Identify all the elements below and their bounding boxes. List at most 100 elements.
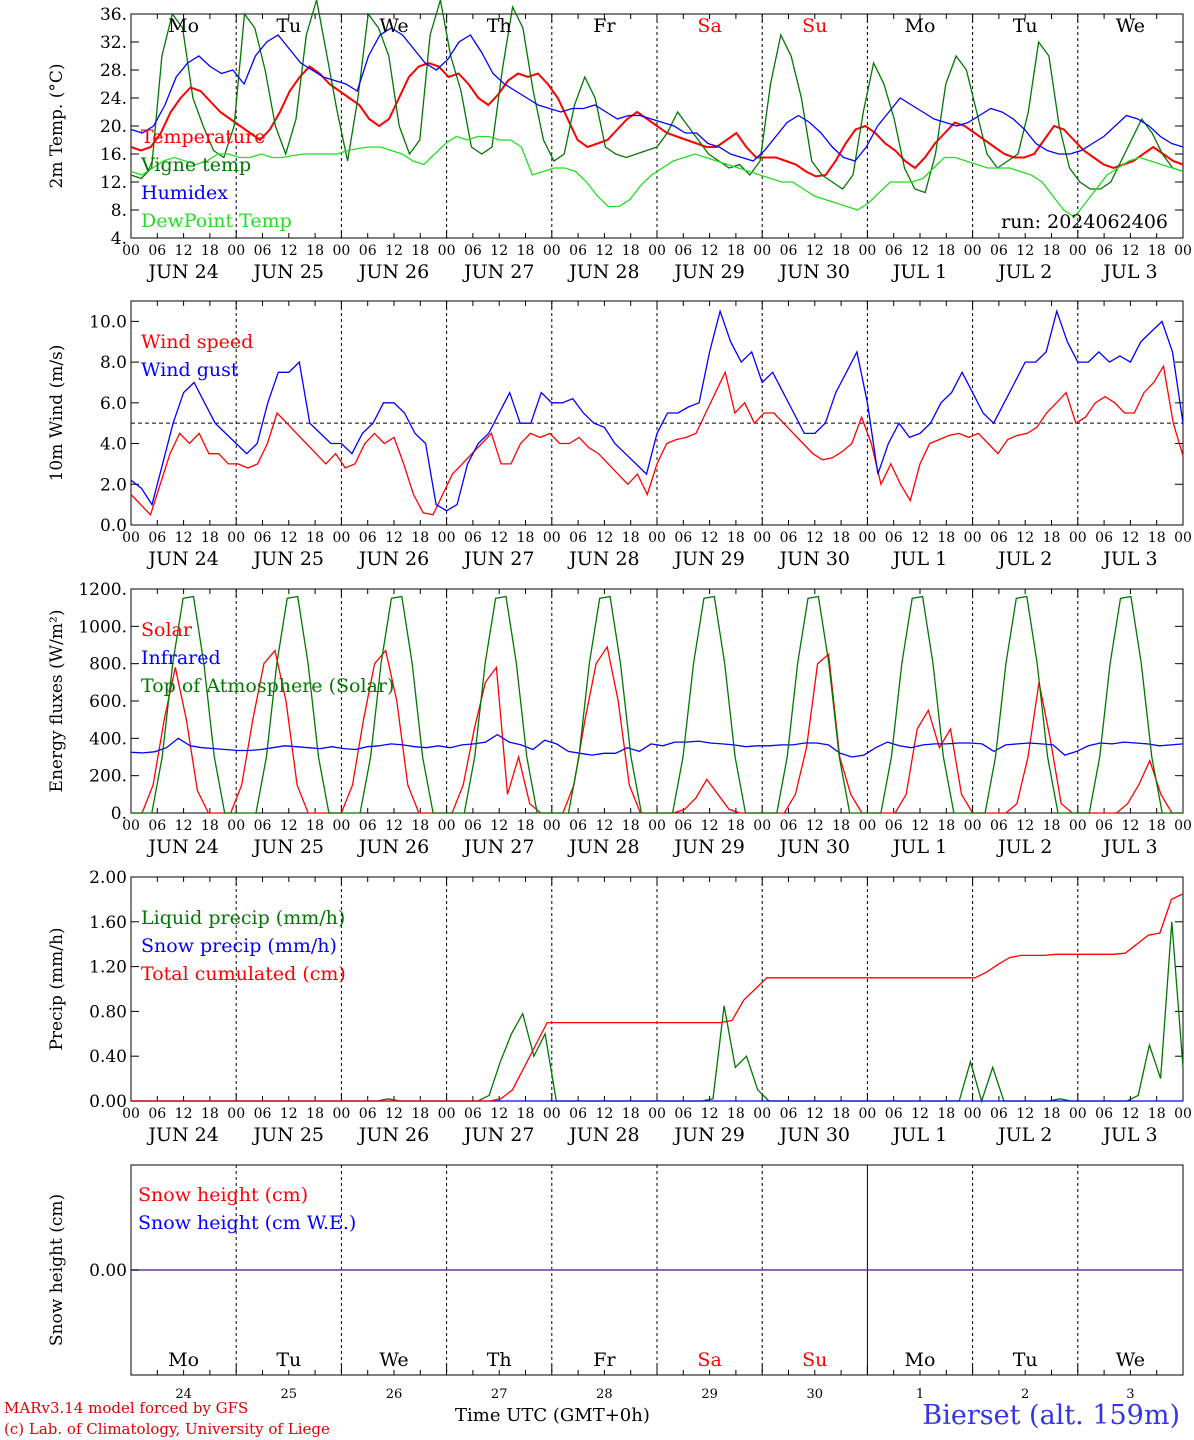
x-hour-label: 06 <box>780 818 798 834</box>
x-hour-label: 18 <box>517 530 535 546</box>
y-tick-label: 0.00 <box>89 1261 127 1281</box>
x-hour-label: 06 <box>254 818 272 834</box>
x-date-label: JUN 25 <box>252 261 324 283</box>
x-hour-label: 12 <box>1121 530 1139 546</box>
x-hour-label: 12 <box>806 243 824 259</box>
x-hour-label: 18 <box>1148 1106 1166 1122</box>
x-hour-label: 06 <box>148 243 166 259</box>
day-name: We <box>1116 1349 1145 1371</box>
x-hour-label: 18 <box>411 1106 429 1122</box>
x-hour-label: 06 <box>254 243 272 259</box>
legend-entry: Top of Atmosphere (Solar) <box>141 675 394 697</box>
y-tick-label: 0.0 <box>100 516 127 536</box>
x-hour-label: 00 <box>122 530 140 546</box>
x-hour-label: 00 <box>227 818 245 834</box>
y-tick-label: 20. <box>100 117 127 137</box>
x-hour-label: 00 <box>858 818 876 834</box>
x-date-label: JUN 28 <box>567 548 639 570</box>
x-date-label: JUN 30 <box>778 548 850 570</box>
day-number: 29 <box>701 1387 718 1400</box>
x-date-label: JUL 2 <box>996 261 1052 283</box>
y-tick-label: 800. <box>89 655 127 675</box>
x-hour-label: 18 <box>201 1106 219 1122</box>
x-date-label: JUL 3 <box>1101 836 1157 858</box>
x-date-label: JUN 27 <box>462 261 534 283</box>
credit-line-1: MARv3.14 model forced by GFS <box>4 1399 249 1417</box>
x-hour-label: 06 <box>1095 530 1113 546</box>
x-hour-label: 00 <box>858 1106 876 1122</box>
x-hour-label: 00 <box>858 530 876 546</box>
x-date-label: JUN 26 <box>357 548 429 570</box>
y-tick-label: 2.00 <box>89 868 127 888</box>
meteogram: 2m Temp. (°C)4.8.12.16.20.24.28.32.36.00… <box>47 0 1192 1400</box>
series-line-wind-speed <box>130 364 1184 517</box>
y-tick-label: 1000. <box>78 617 127 637</box>
x-hour-label: 00 <box>438 530 456 546</box>
x-hour-label: 00 <box>1174 1106 1192 1122</box>
x-hour-label: 18 <box>1148 530 1166 546</box>
y-tick-label: 1200. <box>78 580 127 600</box>
x-hour-label: 00 <box>1174 243 1192 259</box>
x-hour-label: 00 <box>1069 1106 1087 1122</box>
day-name: Fr <box>593 1349 616 1371</box>
x-date-label: JUN 24 <box>146 836 218 858</box>
day-name: Su <box>802 15 827 37</box>
legend-entry: DewPoint Temp <box>141 210 292 232</box>
x-hour-label: 12 <box>701 530 719 546</box>
x-date-label: JUL 2 <box>996 1124 1052 1146</box>
x-hour-label: 06 <box>569 1106 587 1122</box>
day-name: Sa <box>697 1349 721 1371</box>
x-date-label: JUN 30 <box>778 1124 850 1146</box>
x-hour-label: 00 <box>858 243 876 259</box>
x-hour-label: 06 <box>359 818 377 834</box>
day-number: 28 <box>596 1387 613 1400</box>
day-number: 3 <box>1126 1387 1134 1400</box>
x-hour-label: 06 <box>674 1106 692 1122</box>
x-hour-label: 00 <box>227 243 245 259</box>
y-tick-label: 200. <box>89 767 127 787</box>
x-hour-label: 06 <box>148 1106 166 1122</box>
legend-entry: Total cumulated (cm) <box>141 963 346 985</box>
x-hour-label: 12 <box>175 818 193 834</box>
y-tick-label: 32. <box>100 33 127 53</box>
x-hour-label: 06 <box>990 243 1008 259</box>
y-tick-label: 1.20 <box>89 958 127 978</box>
x-hour-label: 06 <box>148 818 166 834</box>
x-hour-label: 00 <box>1174 530 1192 546</box>
y-tick-label: 0.80 <box>89 1002 127 1022</box>
x-hour-label: 00 <box>332 530 350 546</box>
x-date-label: JUN 30 <box>778 836 850 858</box>
x-hour-label: 12 <box>1016 1106 1034 1122</box>
x-hour-label: 06 <box>885 818 903 834</box>
legend-entry: Humidex <box>141 182 228 204</box>
x-hour-label: 06 <box>780 243 798 259</box>
series-line-total-cumulated-cm- <box>131 893 1184 1102</box>
day-number: 24 <box>175 1387 192 1400</box>
x-date-label: JUN 27 <box>462 548 534 570</box>
x-hour-label: 18 <box>727 1106 745 1122</box>
x-hour-label: 18 <box>1043 530 1061 546</box>
x-hour-label: 12 <box>595 243 613 259</box>
y-tick-label: 400. <box>89 729 127 749</box>
x-date-label: JUN 29 <box>672 1124 744 1146</box>
y-tick-label: 0.40 <box>89 1047 127 1067</box>
day-name: Fr <box>593 15 616 37</box>
y-axis-label: Snow height (cm) <box>47 1194 67 1346</box>
day-name: Mo <box>168 1349 199 1371</box>
x-hour-label: 18 <box>622 530 640 546</box>
x-date-label: JUL 3 <box>1101 261 1157 283</box>
series-line-humidex <box>130 27 1184 162</box>
x-hour-label: 18 <box>306 243 324 259</box>
x-hour-label: 18 <box>201 530 219 546</box>
x-hour-label: 12 <box>911 243 929 259</box>
x-hour-label: 18 <box>1043 818 1061 834</box>
y-tick-label: 10.0 <box>89 312 127 332</box>
x-hour-label: 00 <box>332 243 350 259</box>
legend-entry: Wind speed <box>141 331 253 353</box>
x-date-label: JUN 27 <box>462 836 534 858</box>
day-name: Tu <box>276 1349 301 1371</box>
y-tick-label: 4.0 <box>100 435 127 455</box>
x-hour-label: 06 <box>780 530 798 546</box>
panel-3: Energy fluxes (W/m²) 0. 200. 400. 600. 800. 10… <box>47 580 1192 858</box>
day-name: Mo <box>168 15 199 37</box>
